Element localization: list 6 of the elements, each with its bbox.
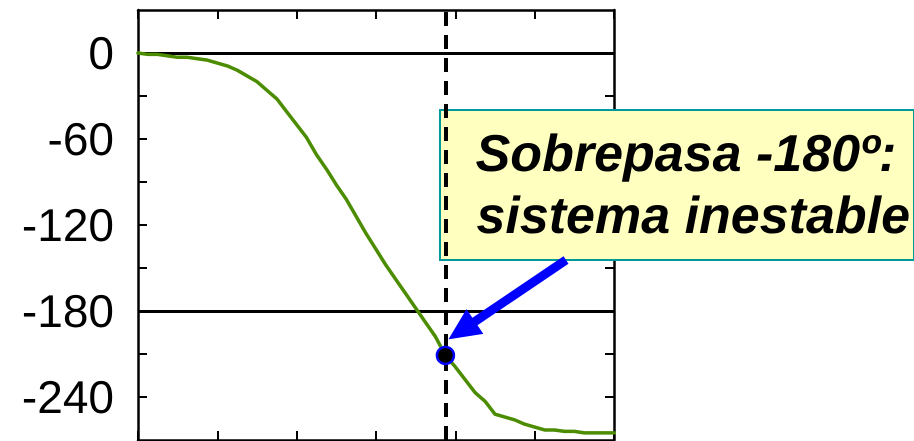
y-tick-label: -240 xyxy=(22,371,114,423)
y-tick-label: -180 xyxy=(22,285,114,337)
y-tick-label: 0 xyxy=(88,27,114,79)
annotation: Sobrepasa -180º: sistema inestable xyxy=(462,125,910,245)
y-tick-label: -60 xyxy=(48,113,114,165)
y-tick-label: -120 xyxy=(22,199,114,251)
